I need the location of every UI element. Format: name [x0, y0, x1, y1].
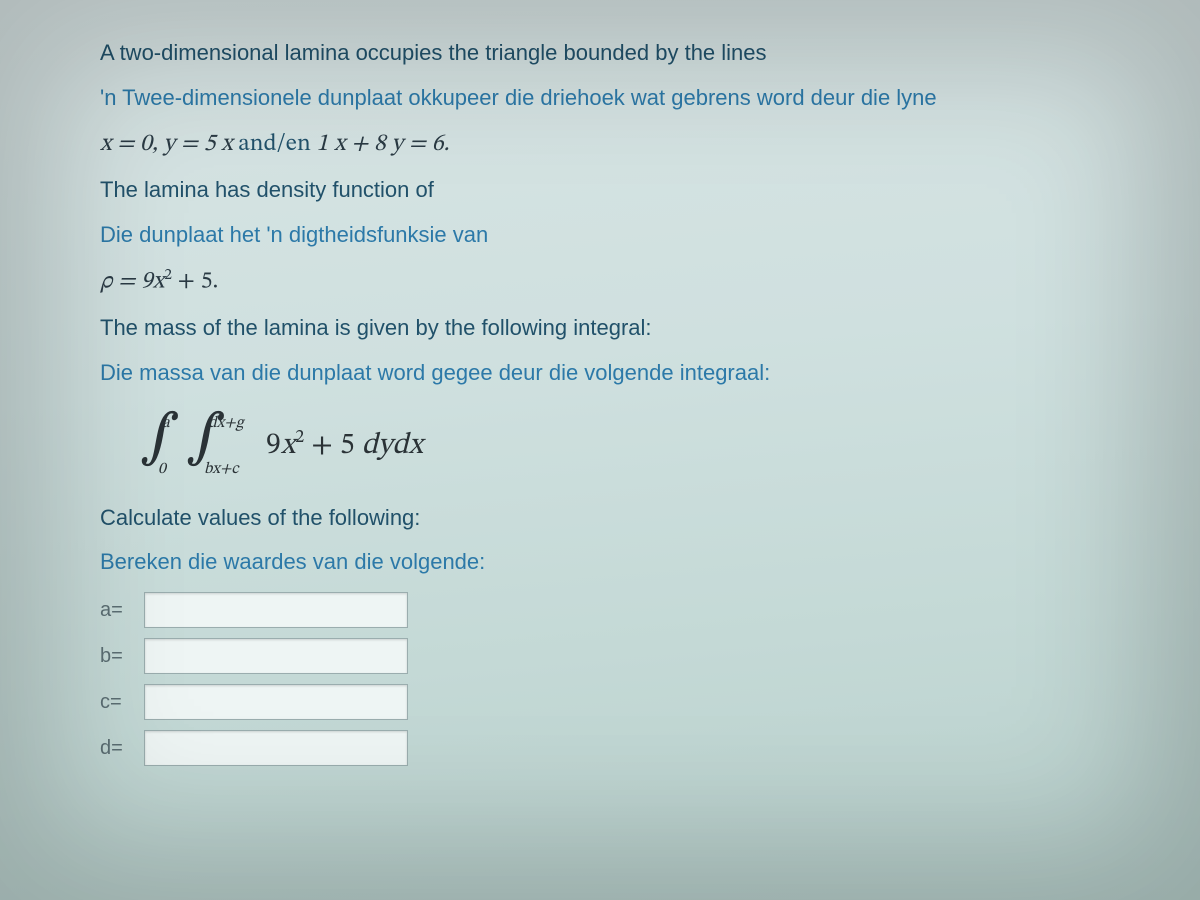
outer-integral: ∫ a 0 [140, 415, 170, 477]
calc-line-en: Calculate values of the following: [100, 503, 1110, 534]
answer-label-c: c= [100, 691, 134, 714]
calc-line-af: Bereken die waardes van die volgende: [100, 547, 1110, 578]
mass-line-af: Die massa van die dunplaat word gegee de… [100, 358, 1110, 389]
answer-row-d: d= [100, 730, 1110, 766]
prompt-line-af-1: 'n Twee-dimensionele dunplaat okkupeer d… [100, 83, 1110, 114]
integrand-coef: 9 [266, 431, 281, 461]
outer-lower-limit: 0 [158, 459, 166, 479]
answer-row-c: c= [100, 684, 1110, 720]
mass-line-en: The mass of the lamina is given by the f… [100, 313, 1110, 344]
density-line-af: Die dunplaat het 'n digtheidsfunksie van [100, 220, 1110, 251]
answer-row-b: b= [100, 638, 1110, 674]
answer-label-a: a= [100, 599, 134, 622]
double-integral: ∫ a 0 ∫ dx+g bx+c 9x2 + 5 dydx [140, 415, 1110, 477]
answer-input-a[interactable] [144, 592, 408, 628]
answer-input-d[interactable] [144, 730, 408, 766]
density-sup: 2 [164, 267, 172, 283]
answer-input-c[interactable] [144, 684, 408, 720]
integrand: 9x2 + 5 dydx [266, 427, 423, 465]
boundary-lhs: x = 0, y = 5 x [100, 132, 233, 156]
boundary-equations: x = 0, y = 5 x and/en 1 x + 8 y = 6. [100, 128, 1110, 162]
density-line-en: The lamina has density function of [100, 175, 1110, 206]
integrand-diff: dydx [362, 431, 423, 461]
answer-block: a= b= c= d= [100, 592, 1110, 766]
boundary-joiner: and/en [233, 132, 317, 156]
prompt-line-en-1: A two-dimensional lamina occupies the tr… [100, 38, 1110, 69]
inner-upper-limit: dx+g [208, 413, 244, 433]
density-rhs: + 5. [172, 269, 218, 293]
answer-input-b[interactable] [144, 638, 408, 674]
inner-integral: ∫ dx+g bx+c [186, 415, 216, 477]
question-body: A two-dimensional lamina occupies the tr… [0, 0, 1200, 766]
inner-lower-limit: bx+c [204, 459, 239, 479]
integrand-pow: 2 [295, 429, 304, 447]
boundary-rhs: 1 x + 8 y = 6. [316, 132, 449, 156]
outer-upper-limit: a [162, 413, 170, 433]
density-expression: ρ = 9x2 + 5. [100, 265, 1110, 299]
answer-label-d: d= [100, 737, 134, 760]
answer-label-b: b= [100, 645, 134, 668]
integrand-plus: + 5 [304, 431, 362, 461]
answer-row-a: a= [100, 592, 1110, 628]
density-lhs: ρ = 9x [100, 269, 164, 293]
integrand-var: x [281, 431, 295, 461]
